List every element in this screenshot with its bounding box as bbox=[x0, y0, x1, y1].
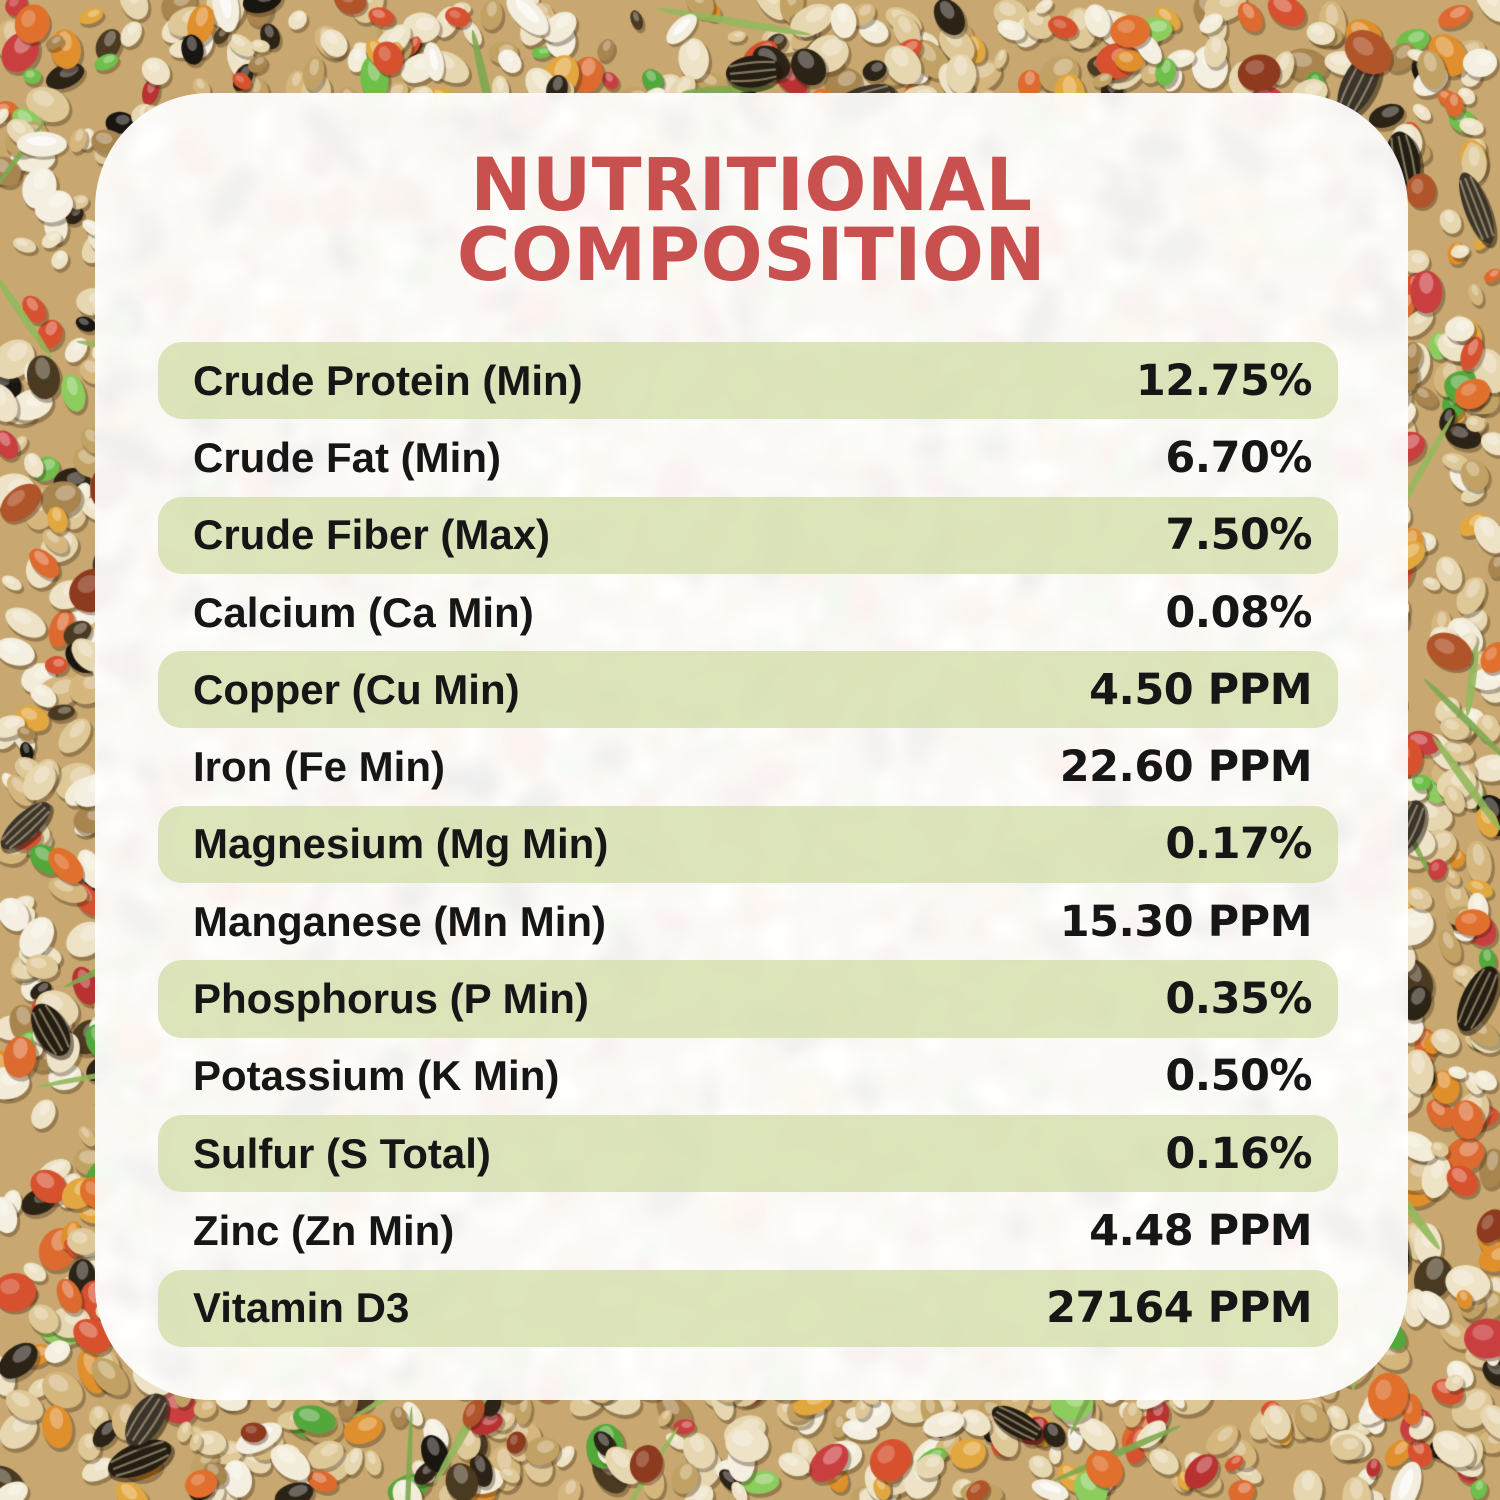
nutrition-table-row: Manganese (Mn Min) 15.30 PPM bbox=[158, 883, 1338, 960]
nutrient-value: 0.08% bbox=[1165, 587, 1312, 638]
nutrition-table-row: Copper (Cu Min) 4.50 PPM bbox=[158, 651, 1338, 729]
nutrition-table-row: Magnesium (Mg Min) 0.17% bbox=[158, 805, 1338, 884]
nutrition-table-row: Zinc (Zn Min) 4.48 PPM bbox=[158, 1192, 1338, 1269]
nutrient-value: 0.35% bbox=[1165, 974, 1312, 1025]
nutrient-value: 22.60 PPM bbox=[1059, 742, 1313, 793]
nutrition-table-row: Vitamin D3 27164 PPM bbox=[158, 1269, 1338, 1347]
nutrient-value: 4.48 PPM bbox=[1089, 1205, 1312, 1256]
nutrient-value: 6.70% bbox=[1165, 432, 1312, 483]
nutrient-label: Sulfur (S Total) bbox=[193, 1129, 491, 1177]
nutrient-label: Calcium (Ca Min) bbox=[193, 588, 534, 636]
nutrient-value: 4.50 PPM bbox=[1089, 664, 1312, 715]
nutrient-value: 15.30 PPM bbox=[1059, 896, 1313, 947]
nutrient-value: 0.16% bbox=[1165, 1128, 1312, 1179]
nutrient-value: 27164 PPM bbox=[1046, 1283, 1312, 1334]
nutrition-table-row: Crude Protein (Min) 12.75% bbox=[158, 342, 1338, 420]
nutrient-label: Iron (Fe Min) bbox=[193, 743, 445, 791]
nutrient-label: Copper (Cu Min) bbox=[193, 665, 520, 713]
nutrient-label: Vitamin D3 bbox=[193, 1284, 410, 1332]
page-title-line-2: COMPOSITION bbox=[456, 213, 1047, 299]
nutrition-table-row: Crude Fat (Min) 6.70% bbox=[158, 419, 1338, 496]
nutrient-value: 0.50% bbox=[1165, 1051, 1312, 1102]
nutrition-card: NUTRITIONAL COMPOSITION Crude Protein (M… bbox=[95, 93, 1408, 1400]
page-title-line-1: NUTRITIONAL bbox=[470, 143, 1033, 228]
nutrient-label: Magnesium (Mg Min) bbox=[193, 820, 609, 868]
nutrient-label: Crude Fat (Min) bbox=[193, 433, 501, 481]
nutrition-table-row: Crude Fiber (Max) 7.50% bbox=[158, 496, 1338, 574]
nutrient-label: Potassium (K Min) bbox=[193, 1052, 560, 1100]
nutrient-value: 0.17% bbox=[1165, 819, 1312, 870]
nutrition-table-row: Potassium (K Min) 0.50% bbox=[158, 1038, 1338, 1115]
nutrition-table: Crude Protein (Min) 12.75% Crude Fat (Mi… bbox=[158, 342, 1338, 1347]
nutrient-label: Phosphorus (P Min) bbox=[193, 975, 589, 1023]
page-title: NUTRITIONAL COMPOSITION bbox=[95, 143, 1408, 299]
nutrient-label: Manganese (Mn Min) bbox=[193, 897, 607, 945]
nutrient-label: Zinc (Zn Min) bbox=[193, 1206, 455, 1254]
nutrition-table-row: Iron (Fe Min) 22.60 PPM bbox=[158, 728, 1338, 805]
nutrient-value: 12.75% bbox=[1135, 355, 1313, 406]
nutrient-label: Crude Fiber (Max) bbox=[193, 511, 551, 559]
nutrient-label: Crude Protein (Min) bbox=[193, 356, 583, 404]
nutrition-table-row: Sulfur (S Total) 0.16% bbox=[158, 1114, 1338, 1193]
nutrient-value: 7.50% bbox=[1165, 510, 1312, 561]
nutrition-table-row: Calcium (Ca Min) 0.08% bbox=[158, 574, 1338, 651]
nutrition-table-row: Phosphorus (P Min) 0.35% bbox=[158, 960, 1338, 1038]
